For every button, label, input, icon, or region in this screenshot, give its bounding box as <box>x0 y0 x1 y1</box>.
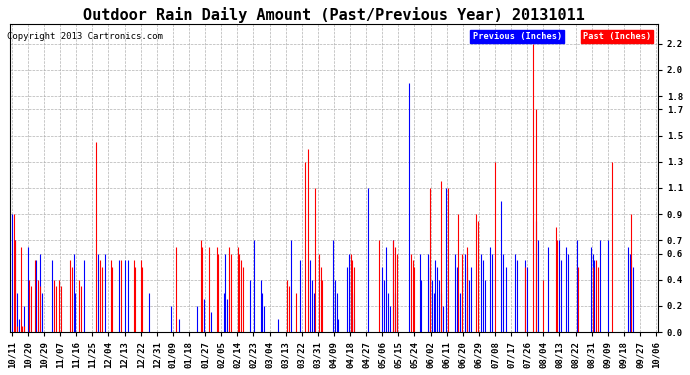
Text: Previous (Inches): Previous (Inches) <box>473 32 562 41</box>
Title: Outdoor Rain Daily Amount (Past/Previous Year) 20131011: Outdoor Rain Daily Amount (Past/Previous… <box>83 7 585 23</box>
Text: Past (Inches): Past (Inches) <box>583 32 651 41</box>
Text: Copyright 2013 Cartronics.com: Copyright 2013 Cartronics.com <box>7 32 163 41</box>
